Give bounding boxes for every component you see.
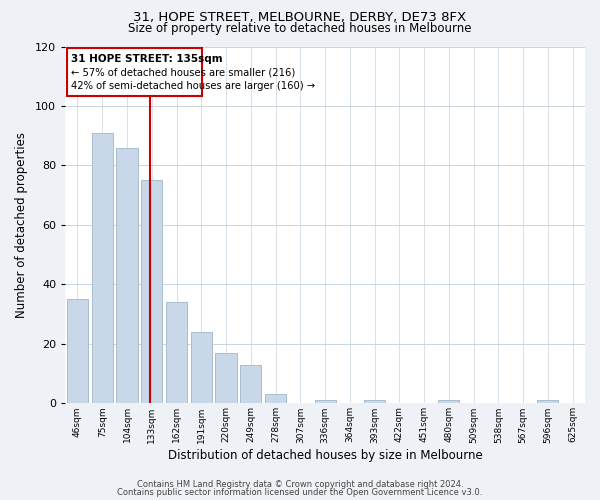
Bar [265, 394, 286, 404]
Text: 42% of semi-detached houses are larger (160) →: 42% of semi-detached houses are larger (… [71, 80, 315, 90]
Text: ← 57% of detached houses are smaller (216): ← 57% of detached houses are smaller (21… [71, 68, 295, 78]
Bar [116, 148, 137, 404]
Text: Contains public sector information licensed under the Open Government Licence v3: Contains public sector information licen… [118, 488, 482, 497]
Bar [67, 300, 88, 404]
Bar [439, 400, 460, 404]
Bar [364, 400, 385, 404]
X-axis label: Distribution of detached houses by size in Melbourne: Distribution of detached houses by size … [167, 450, 482, 462]
Bar [141, 180, 162, 404]
Bar [92, 133, 113, 404]
Bar [538, 400, 559, 404]
Bar [191, 332, 212, 404]
Text: Size of property relative to detached houses in Melbourne: Size of property relative to detached ho… [128, 22, 472, 35]
Bar [215, 353, 236, 404]
Bar [166, 302, 187, 404]
Text: 31, HOPE STREET, MELBOURNE, DERBY, DE73 8FX: 31, HOPE STREET, MELBOURNE, DERBY, DE73 … [133, 11, 467, 24]
Text: 31 HOPE STREET: 135sqm: 31 HOPE STREET: 135sqm [71, 54, 223, 64]
Y-axis label: Number of detached properties: Number of detached properties [15, 132, 28, 318]
FancyBboxPatch shape [67, 48, 202, 96]
Bar [314, 400, 335, 404]
Bar [240, 364, 261, 404]
Text: Contains HM Land Registry data © Crown copyright and database right 2024.: Contains HM Land Registry data © Crown c… [137, 480, 463, 489]
